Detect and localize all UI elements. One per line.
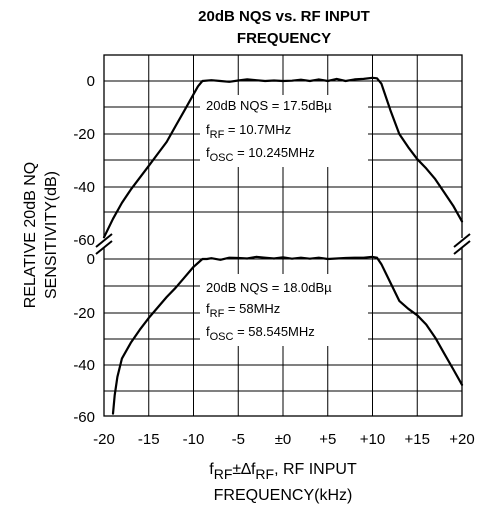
axis-break <box>95 233 471 255</box>
x-tick-label: +10 <box>360 431 385 448</box>
y-tick-label-top: -20 <box>73 126 95 143</box>
chart-title-line1: 20dB NQS vs. RF INPUT <box>198 8 370 25</box>
y-tick-label-top: 0 <box>87 73 95 90</box>
axis-break-mark-left <box>95 240 113 255</box>
y-tick-labels: 0 -20 -40 -60 0 -20 -40 -60 <box>73 73 95 426</box>
annotation-bottom-frf: fRF = 58MHz <box>206 301 280 320</box>
y-tick-label-bottom: -40 <box>73 357 95 374</box>
y-tick-label-top: -60 <box>73 232 95 249</box>
x-axis-title-line1: fRF±∆fRF, RF INPUT <box>209 461 357 482</box>
x-tick-label: ±0 <box>275 431 292 448</box>
x-tick-label: +20 <box>449 431 474 448</box>
annotation-box-bottom <box>200 274 368 346</box>
axis-break-gap-left <box>95 238 113 248</box>
x-tick-label: +15 <box>405 431 430 448</box>
axis-break-mark-left <box>95 233 113 248</box>
annotation-top-frf: fRF = 10.7MHz <box>206 122 291 141</box>
chart-title-line2: FREQUENCY <box>237 30 331 47</box>
curves <box>102 76 464 415</box>
annotation-top-fosc: fOSC = 10.245MHz <box>206 145 315 164</box>
annotation-bottom-nqs: 20dB NQS = 18.0dBµ <box>206 280 332 295</box>
x-tick-label: +5 <box>319 431 336 448</box>
series-line-bottom <box>111 255 464 415</box>
x-axis-title-line2: FREQUENCY(kHz) <box>214 487 353 504</box>
axis-break-mark-right <box>453 240 471 255</box>
axis-break-gap-right <box>453 238 471 248</box>
annotation-box-top <box>200 95 368 167</box>
x-tick-label: -15 <box>138 431 160 448</box>
x-tick-labels: -20 -15 -10 -5 ±0 +5 +10 +15 +20 <box>93 431 475 448</box>
series-line-top <box>102 76 464 239</box>
annotation-top-nqs: 20dB NQS = 17.5dBµ <box>206 98 332 113</box>
x-tick-label: -5 <box>232 431 245 448</box>
x-tick-label: -10 <box>183 431 205 448</box>
x-tick-label: -20 <box>93 431 115 448</box>
y-axis-title-line2: SENSITIVITY(dB) <box>43 171 60 299</box>
y-tick-label-top: -40 <box>73 179 95 196</box>
annotation-bottom-fosc: fOSC = 58.545MHz <box>206 324 315 343</box>
axis-break-mark-right <box>453 233 471 248</box>
y-tick-label-bottom: 0 <box>87 251 95 268</box>
y-tick-label-bottom: -60 <box>73 409 95 426</box>
y-axis-title-line1: RELATIVE 20dB NQ <box>22 162 39 308</box>
y-tick-label-bottom: -20 <box>73 305 95 322</box>
